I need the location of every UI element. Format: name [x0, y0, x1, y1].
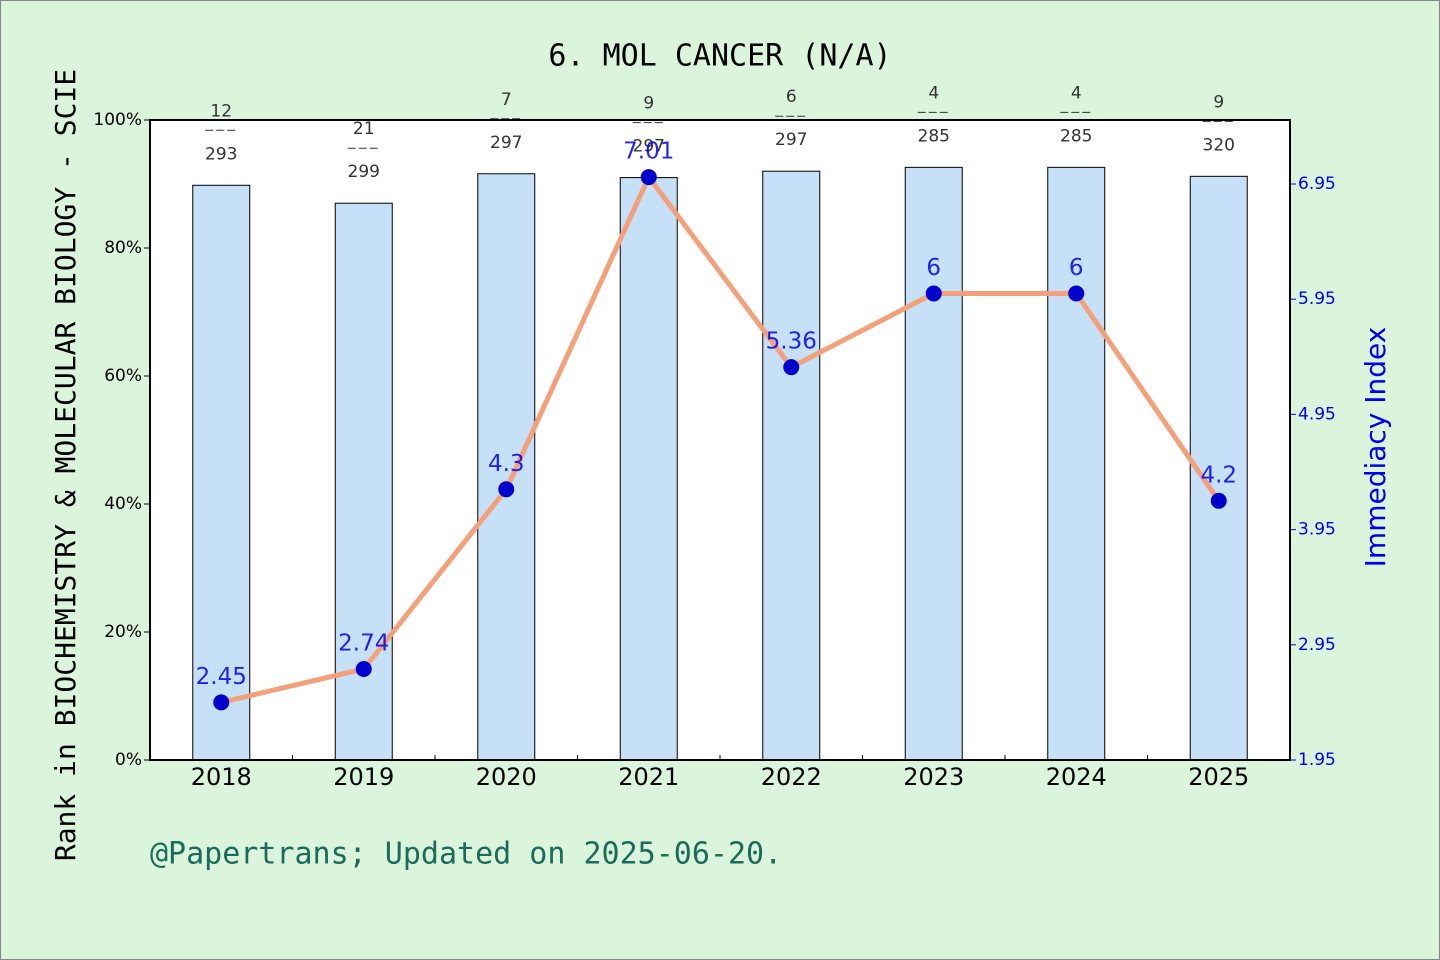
- bar: [762, 170, 821, 761]
- value-label: 2.45: [196, 664, 247, 690]
- x-tick-label: 2023: [903, 763, 964, 791]
- value-label: 7.01: [623, 139, 674, 165]
- x-tick-label: 2024: [1046, 763, 1107, 791]
- bar: [477, 173, 536, 761]
- y-tick-label: 0%: [115, 750, 142, 770]
- y-tick-label: 20%: [104, 622, 142, 642]
- rank-label: 6: [786, 87, 797, 107]
- x-tick-label: 2018: [191, 763, 252, 791]
- y-tick-label: 80%: [104, 238, 142, 258]
- y2-tick-label: 5.95: [1298, 289, 1336, 309]
- rank-label: 4: [928, 83, 939, 103]
- point: [1210, 492, 1227, 509]
- bar: [1047, 166, 1106, 761]
- total-label: 297: [633, 137, 665, 157]
- plot-frame: [149, 119, 1291, 761]
- y-tick-label: 60%: [104, 366, 142, 386]
- x-tick-label: 2022: [761, 763, 822, 791]
- y-tick-label: 100%: [93, 110, 142, 130]
- x-tick-label: 2021: [618, 763, 679, 791]
- line: [220, 172, 1221, 705]
- bar: [904, 166, 963, 761]
- point: [213, 694, 230, 711]
- chart-title: 6. MOL CANCER (N/A): [548, 39, 891, 74]
- rank-label: 9: [1213, 92, 1224, 112]
- point: [1068, 285, 1085, 302]
- value-label: 4.3: [488, 451, 525, 477]
- bar: [619, 177, 678, 761]
- total-label: 297: [490, 133, 522, 153]
- y-tick-label: 40%: [104, 494, 142, 514]
- x-tick-label: 2019: [333, 763, 394, 791]
- point: [355, 660, 372, 677]
- total-label: 285: [1060, 126, 1092, 146]
- total-label: 299: [348, 162, 380, 182]
- value-label: 5.36: [766, 329, 817, 355]
- rank-label: 12: [210, 101, 232, 121]
- plot-area: [150, 120, 1290, 760]
- bar: [192, 184, 251, 761]
- footer: @Papertrans; Updated on 2025-06-20.: [150, 837, 782, 872]
- point: [783, 359, 800, 376]
- point: [925, 285, 942, 302]
- value-label: 6: [926, 255, 941, 281]
- x-tick-label: 2025: [1188, 763, 1249, 791]
- value-label: 2.74: [338, 630, 389, 656]
- x-tick-label: 2020: [476, 763, 537, 791]
- point: [640, 169, 657, 186]
- y2-tick-label: 4.95: [1298, 404, 1336, 424]
- point: [498, 481, 515, 498]
- y-axis-label: Rank in BIOCHEMISTRY & MOLECULAR BIOLOGY…: [49, 69, 82, 861]
- total-label: 285: [918, 126, 950, 146]
- value-label: 4.2: [1200, 462, 1237, 488]
- value-label: 6: [1069, 255, 1084, 281]
- y2-tick-label: 1.95: [1298, 750, 1336, 770]
- y2-axis-label: Immediacy Index: [1359, 327, 1392, 568]
- bar: [1189, 175, 1248, 761]
- y2-tick-label: 3.95: [1298, 520, 1336, 540]
- rank-label: 4: [1071, 83, 1082, 103]
- rank-label: 7: [501, 90, 512, 110]
- rank-label: 21: [353, 119, 375, 139]
- rank-label: 9: [643, 94, 654, 114]
- total-label: 293: [205, 144, 237, 164]
- y2-tick-label: 6.95: [1298, 174, 1336, 194]
- total-label: 297: [775, 130, 807, 150]
- y2-tick-label: 2.95: [1298, 635, 1336, 655]
- total-label: 320: [1203, 135, 1235, 155]
